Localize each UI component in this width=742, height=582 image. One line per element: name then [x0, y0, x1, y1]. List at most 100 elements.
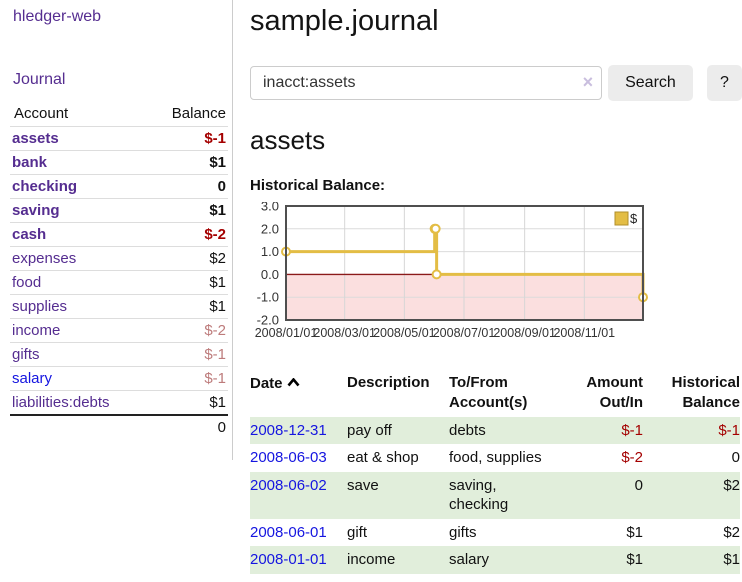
description-cell: income [347, 551, 396, 569]
account-link[interactable]: gifts [12, 346, 40, 363]
amount-cell: 0 [634, 476, 643, 494]
account-link[interactable]: food [12, 274, 42, 291]
register-row[interactable]: 2008-12-31 pay off debts $-1 $-1 [250, 416, 740, 445]
description-cell: pay off [347, 421, 392, 439]
description-cell: gift [347, 523, 368, 541]
search-button[interactable]: Search [608, 65, 693, 101]
account-balance: $-1 [204, 130, 226, 147]
date-column-header[interactable]: Date [250, 371, 347, 417]
svg-text:-2.0: -2.0 [257, 313, 279, 328]
account-column-header: Account [14, 105, 69, 122]
svg-text:2.0: 2.0 [261, 221, 279, 236]
help-button[interactable]: ? [706, 65, 742, 101]
legend-swatch [614, 211, 629, 226]
page-title: sample.journal [250, 5, 439, 37]
account-link[interactable]: checking [12, 178, 78, 195]
accounts-cell: saving, checking [449, 476, 509, 514]
legend-label: $ [630, 211, 638, 226]
svg-text:-1.0: -1.0 [257, 290, 279, 305]
account-link[interactable]: supplies [12, 298, 68, 315]
svg-text:2008/11/01: 2008/11/01 [553, 326, 615, 340]
chevron-up-icon [287, 373, 300, 393]
account-link[interactable]: liabilities:debts [12, 394, 110, 411]
account-balance: $2 [209, 250, 226, 267]
description-column-header: Description [347, 374, 430, 391]
account-link[interactable]: income [12, 322, 61, 339]
svg-text:2008/09/01: 2008/09/01 [493, 326, 556, 340]
account-row: bank $1 [10, 150, 228, 175]
balance-cell: $2 [723, 523, 740, 541]
account-balance: $1 [209, 298, 226, 315]
account-balance: $1 [209, 154, 226, 171]
register-table: Date Description To/From Account(s) Amou… [250, 371, 740, 574]
accounts-cell: food, supplies [449, 449, 542, 467]
description-cell: eat & shop [347, 449, 419, 467]
amount-column-header: Amount Out/In [586, 374, 643, 411]
account-row: income $-2 [10, 318, 228, 343]
accounts-cell: debts [449, 421, 486, 439]
historical-balance-column-header: Historical Balance [671, 374, 740, 411]
account-link[interactable]: expenses [12, 250, 77, 267]
account-row: supplies $1 [10, 294, 228, 319]
account-row: assets $-1 [10, 126, 228, 151]
historical-balance-chart: 3.0 2.0 1.0 0.0 -1.0 -2.02008/01/012008/03/01… [255, 199, 648, 340]
chart-label: Historical Balance: [250, 177, 386, 194]
accounts-table: Account Balance assets $-1 bank $1 checking 0… [10, 102, 228, 439]
balance-column-header: Balance [171, 105, 226, 122]
brand-link[interactable]: hledger-web [13, 8, 102, 25]
sidebar-item-journal[interactable]: Journal [13, 71, 66, 88]
account-row: liabilities:debts $1 [10, 390, 228, 416]
register-row[interactable]: 2008-06-03 eat & shop food, supplies $-2 0 [250, 444, 740, 472]
account-row: gifts $-1 [10, 342, 228, 367]
account-row: food $1 [10, 270, 228, 295]
clear-search-icon[interactable]: × [582, 72, 594, 92]
account-row: cash $-2 [10, 222, 228, 247]
accounts-column-header: To/From Account(s) [449, 374, 528, 411]
account-balance: $-1 [204, 346, 226, 363]
svg-text:2008/05/01: 2008/05/01 [373, 326, 436, 340]
account-link[interactable]: saving [12, 202, 60, 219]
account-link[interactable]: cash [12, 226, 47, 243]
accounts-total-value: 0 [217, 419, 226, 436]
register-header-row: Date Description To/From Account(s) Amou… [250, 371, 740, 417]
svg-text:0.0: 0.0 [261, 267, 279, 282]
balance-cell: 0 [731, 449, 740, 467]
account-link[interactable]: salary [12, 370, 53, 387]
account-balance: $-2 [204, 322, 226, 339]
svg-text:2008/07/01: 2008/07/01 [433, 326, 496, 340]
search-box: × [250, 66, 603, 100]
account-link[interactable]: assets [12, 130, 59, 147]
register-row[interactable]: 2008-06-01 gift gifts $1 $2 [250, 519, 740, 547]
date-link[interactable]: 2008-12-31 [250, 421, 327, 439]
account-balance: $1 [209, 394, 226, 411]
account-row: expenses $2 [10, 246, 228, 271]
register-row[interactable]: 2008-06-02 save saving, checking 0 $2 [250, 471, 740, 519]
svg-text:1.0: 1.0 [261, 244, 279, 259]
register-row[interactable]: 2008-01-01 income salary $1 $1 [250, 546, 740, 574]
amount-cell: $-1 [621, 421, 643, 439]
sidebar: hledger-web Journal Account Balance asse… [0, 0, 233, 460]
balance-cell: $-1 [718, 421, 740, 439]
svg-text:3.0: 3.0 [261, 202, 279, 214]
amount-cell: $1 [626, 551, 643, 569]
account-balance: $1 [209, 274, 226, 291]
accounts-cell: salary [449, 551, 490, 569]
account-row: saving $1 [10, 198, 228, 223]
date-link[interactable]: 2008-01-01 [250, 551, 327, 569]
svg-text:2008/03/01: 2008/03/01 [313, 326, 376, 340]
date-link[interactable]: 2008-06-01 [250, 523, 327, 541]
search-input[interactable] [250, 66, 603, 100]
date-link[interactable]: 2008-06-03 [250, 449, 327, 467]
account-balance: $1 [209, 202, 226, 219]
main-content: sample.journal × Search ? assets Histori… [233, 0, 742, 574]
account-row: salary $-1 [10, 366, 228, 391]
search-row: × Search ? [250, 65, 742, 101]
amount-cell: $1 [626, 523, 643, 541]
account-balance: $-2 [204, 226, 226, 243]
account-heading: assets [250, 125, 326, 155]
account-link[interactable]: bank [12, 154, 48, 171]
balance-cell: $2 [723, 476, 740, 494]
date-link[interactable]: 2008-06-02 [250, 476, 327, 494]
account-row: checking 0 [10, 174, 228, 199]
account-balance: $-1 [204, 370, 226, 387]
